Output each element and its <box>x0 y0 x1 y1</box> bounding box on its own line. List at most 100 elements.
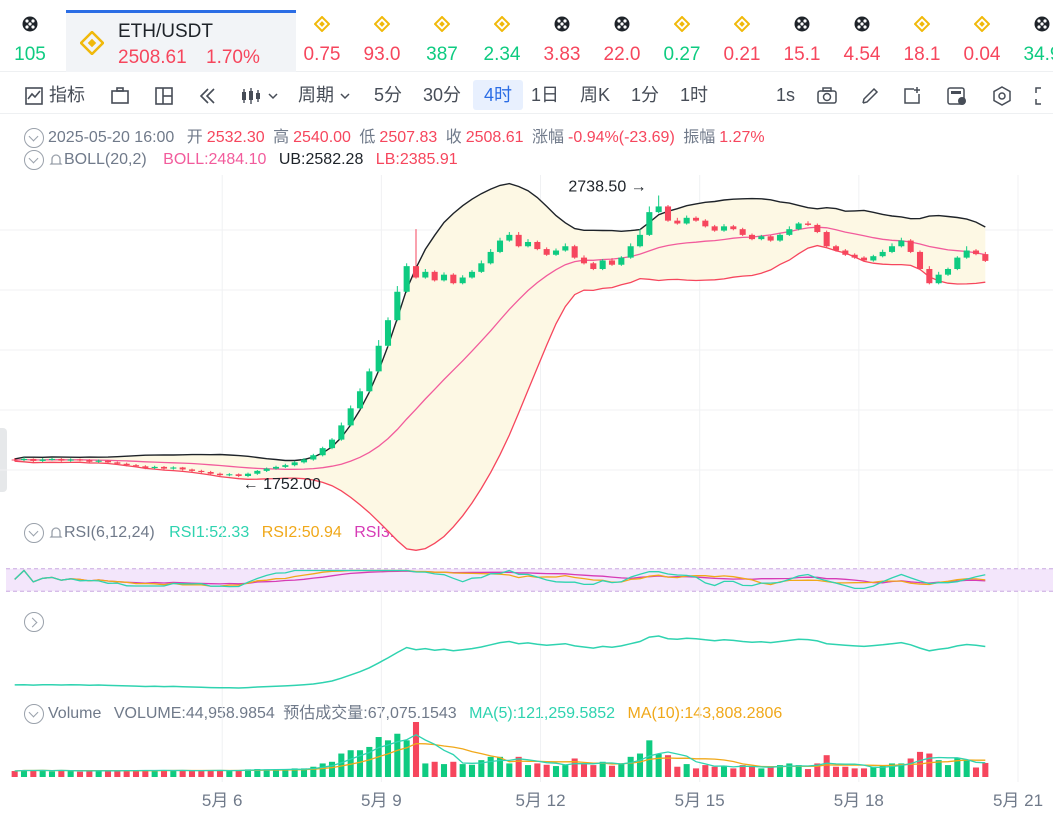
candle-body <box>282 465 289 467</box>
volume-bar <box>935 760 942 777</box>
candle-body <box>562 246 569 251</box>
candle-body <box>804 223 812 225</box>
volume-bar <box>67 770 74 777</box>
bell-icon[interactable] <box>48 525 64 541</box>
candle-body <box>104 460 112 463</box>
interval-1w[interactable]: 周K <box>580 85 611 105</box>
settings-icon <box>993 86 1011 107</box>
rsi-collapse-toggle[interactable] <box>24 523 44 543</box>
obv-expand-toggle[interactable] <box>24 612 44 632</box>
close-value: 2508.61 <box>465 129 524 146</box>
boll-collapse-toggle[interactable] <box>24 150 44 170</box>
ticker-value: 22.0 <box>603 44 641 65</box>
interval-5m[interactable]: 5分 <box>374 85 403 105</box>
candle-body <box>468 271 476 278</box>
volume-bar <box>683 764 690 777</box>
candle-body <box>636 234 644 247</box>
ticker-item[interactable]: 2.34 <box>472 0 532 72</box>
ticker-item[interactable]: 3.83 <box>532 0 592 72</box>
volume-bar <box>356 750 364 777</box>
side-panel-handle[interactable] <box>0 428 7 492</box>
ticker-item[interactable]: 18.1 <box>892 0 952 72</box>
collapse-toggle[interactable] <box>24 127 44 148</box>
volume-bar <box>870 766 877 777</box>
candle-body <box>692 217 700 221</box>
candle-body <box>20 458 28 461</box>
volume-bar <box>188 770 196 777</box>
volume-bar <box>702 765 709 777</box>
volume-bar <box>76 771 84 777</box>
replay-button[interactable] <box>198 80 218 110</box>
settings-button[interactable] <box>992 80 1012 110</box>
interval-30m[interactable]: 30分 <box>423 85 462 105</box>
screenshot-button[interactable] <box>816 80 838 110</box>
bell-icon[interactable] <box>48 152 64 168</box>
candle-body <box>580 257 588 264</box>
candle-body <box>720 226 728 231</box>
ticker-item[interactable]: 0.21 <box>712 0 772 72</box>
candle-body <box>571 246 578 258</box>
fullscreen-button[interactable] <box>1034 80 1052 110</box>
ticker-item[interactable]: 0.27 <box>652 0 712 72</box>
volume-bar <box>804 769 812 777</box>
calculator-button[interactable] <box>946 80 968 110</box>
ticker-item[interactable]: 15.1 <box>772 0 832 72</box>
volume-bar <box>328 761 336 777</box>
period-dropdown[interactable]: 周期 <box>298 80 351 110</box>
rsi1-value: RSI1:52.33 <box>169 524 250 542</box>
active-pair-tab[interactable]: ETH/USDT 2508.61 1.70% <box>66 10 296 72</box>
ticker-item[interactable]: 0.75 <box>292 0 352 72</box>
ticker-item[interactable]: 93.0 <box>352 0 412 72</box>
ticker-item[interactable]: 105 <box>5 0 55 72</box>
candle-body <box>870 256 877 261</box>
volume-bar <box>310 766 317 777</box>
volume-bar <box>142 770 149 777</box>
volume-ma10: MA(10):143,808.2806 <box>627 705 783 722</box>
candle-body <box>944 268 952 275</box>
volume-bar <box>758 768 765 777</box>
candle-body <box>674 220 681 224</box>
ticker-value: 105 <box>14 44 46 65</box>
candle-body <box>664 206 672 221</box>
rsi3-line <box>14 569 986 585</box>
candle-body <box>198 470 205 473</box>
indicator-button[interactable]: 指标 <box>24 80 85 110</box>
volume-bar <box>244 769 252 777</box>
candle-body <box>534 241 541 250</box>
binance-x-icon <box>854 16 870 32</box>
volume-bar <box>11 771 18 777</box>
split-view-button[interactable] <box>154 80 174 110</box>
x-tick-label: 5月 12 <box>515 791 565 810</box>
draw-button[interactable] <box>860 80 880 110</box>
bnb-icon <box>314 16 330 32</box>
candle-body <box>76 459 84 461</box>
layout-button[interactable] <box>110 80 130 110</box>
ticker-item[interactable]: 0.04 <box>952 0 1012 72</box>
ticker-item[interactable]: 387 <box>412 0 472 72</box>
volume-bar <box>907 758 914 777</box>
interval-1m[interactable]: 1分 <box>631 85 660 105</box>
candle-body <box>142 466 149 469</box>
interval-1s[interactable]: 1s <box>776 85 796 105</box>
binance-x-icon <box>614 16 630 32</box>
volume-bar <box>580 764 588 777</box>
volume-bar <box>730 768 737 777</box>
candle-body <box>898 240 905 247</box>
candle-body <box>832 246 840 251</box>
candle-body <box>132 465 140 467</box>
candle-body <box>160 466 168 469</box>
interval-1h[interactable]: 1时 <box>680 85 709 105</box>
briefcase-icon <box>111 87 129 105</box>
volume-bar <box>888 763 896 777</box>
interval-4h[interactable]: 4时 <box>473 80 523 110</box>
ticker-item[interactable]: 4.54 <box>832 0 892 72</box>
add-drawing-button[interactable] <box>902 80 922 110</box>
ticker-item[interactable]: 22.0 <box>592 0 652 72</box>
ticker-item[interactable]: 34.9 <box>1012 0 1053 72</box>
volume-bar <box>982 762 989 777</box>
interval-1d[interactable]: 1日 <box>531 85 560 105</box>
obv-info <box>0 612 48 632</box>
chart-type-dropdown[interactable] <box>240 80 279 110</box>
volume-collapse-toggle[interactable] <box>24 703 44 724</box>
